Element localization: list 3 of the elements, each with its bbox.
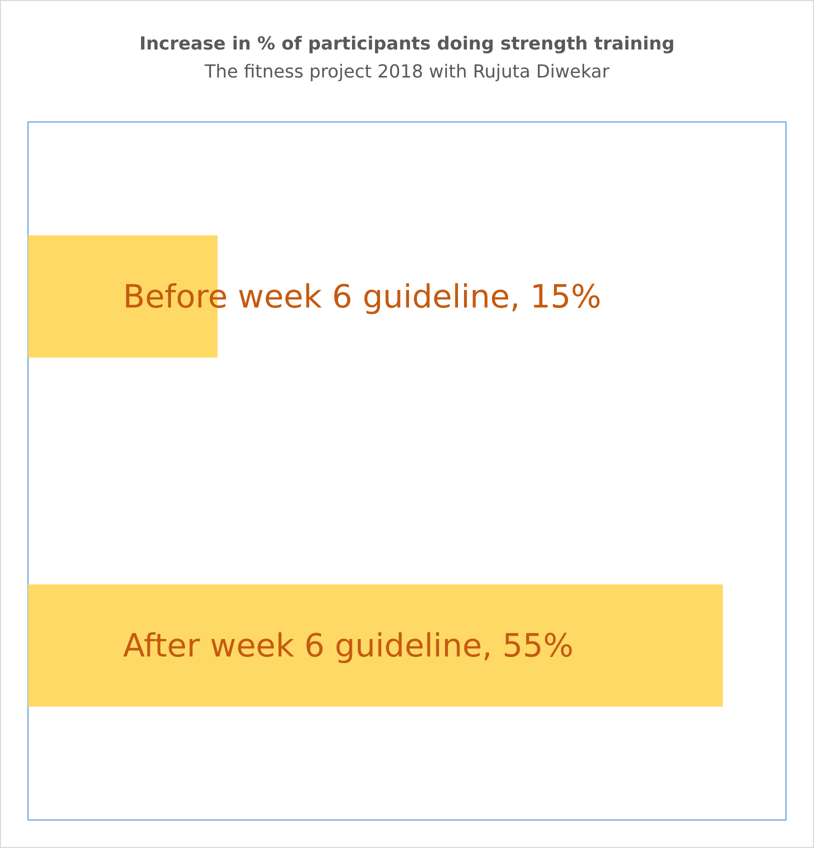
data-label: After week 6 guideline, 55% bbox=[123, 626, 574, 664]
chart-subtitle: The fitness project 2018 with Rujuta Diwekar bbox=[204, 62, 610, 82]
chart-title: Increase in % of participants doing strength training bbox=[139, 34, 675, 54]
